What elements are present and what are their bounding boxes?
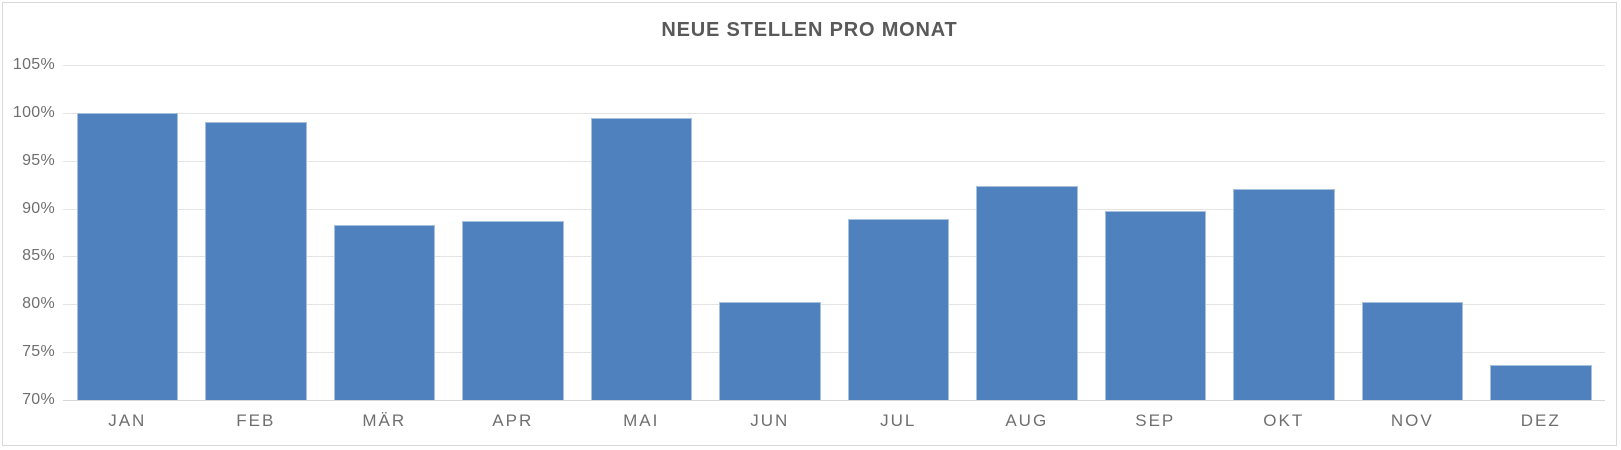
bar-cell [63, 65, 192, 400]
x-axis-label: APR [492, 411, 534, 430]
y-axis-tick-label: 105% [12, 56, 55, 73]
y-axis-tick-label: 95% [22, 151, 55, 169]
bar-aug [976, 185, 1078, 400]
y-axis: 105% 100% 95% 90% 85% 80% 75% 70% [3, 56, 55, 408]
plot-area [63, 65, 1605, 401]
x-axis-label: DEZ [1520, 411, 1561, 430]
bar-nov [1361, 302, 1463, 400]
x-axis-label: AUG [1005, 411, 1049, 430]
bar-jun [719, 302, 821, 400]
bar-series [63, 65, 1605, 400]
chart-title: NEUE STELLEN PRO MONAT [661, 19, 958, 41]
x-axis-label: MAI [623, 411, 660, 430]
bar-cell [1091, 65, 1220, 400]
x-axis-label: JUL [880, 411, 917, 430]
y-axis-tick-label: 75% [22, 343, 55, 361]
bar-feb [205, 122, 307, 400]
gridline [63, 112, 1605, 114]
gridline [63, 208, 1605, 210]
bar-sep [1104, 211, 1206, 400]
gridline [63, 352, 1605, 354]
y-axis-tick-label: 85% [22, 247, 55, 265]
gridline [63, 160, 1605, 162]
bar-cell [449, 65, 578, 400]
bar-okt [1233, 189, 1335, 400]
bar-dez [1490, 364, 1592, 400]
bar-cell [706, 65, 835, 400]
bar-cell [192, 65, 321, 400]
bar-cell [834, 65, 963, 400]
bar-jan [76, 112, 178, 400]
bar-jul [847, 219, 949, 400]
x-axis-label: FEB [236, 411, 276, 430]
x-axis-label: MÄR [362, 411, 407, 430]
x-axis-label: SEP [1135, 411, 1176, 430]
gridline [63, 256, 1605, 258]
x-axis-label: JUN [750, 411, 790, 430]
bar-cell [577, 65, 706, 400]
y-axis-tick-label: 70% [22, 391, 55, 408]
bar-mär [333, 224, 435, 400]
gridline [63, 65, 1605, 66]
x-axis-label: NOV [1390, 411, 1434, 430]
y-axis-tick-label: 100% [12, 103, 55, 121]
gridline [63, 400, 1605, 401]
bar-cell [963, 65, 1092, 400]
bar-apr [462, 221, 564, 400]
bar-cell [1477, 65, 1606, 400]
gridline [63, 304, 1605, 306]
y-axis-tick-label: 80% [22, 295, 55, 313]
bar-mai [590, 117, 692, 400]
bar-cell [320, 65, 449, 400]
bar-cell [1220, 65, 1349, 400]
bar-cell [1348, 65, 1477, 400]
x-axis-label: JAN [108, 411, 147, 430]
x-axis: JAN FEB MÄR APR MAI JUN JUL AUG SEP OKT NOV DEZ [63, 405, 1605, 431]
x-axis-label: OKT [1263, 411, 1305, 430]
y-axis-tick-label: 90% [22, 199, 55, 217]
